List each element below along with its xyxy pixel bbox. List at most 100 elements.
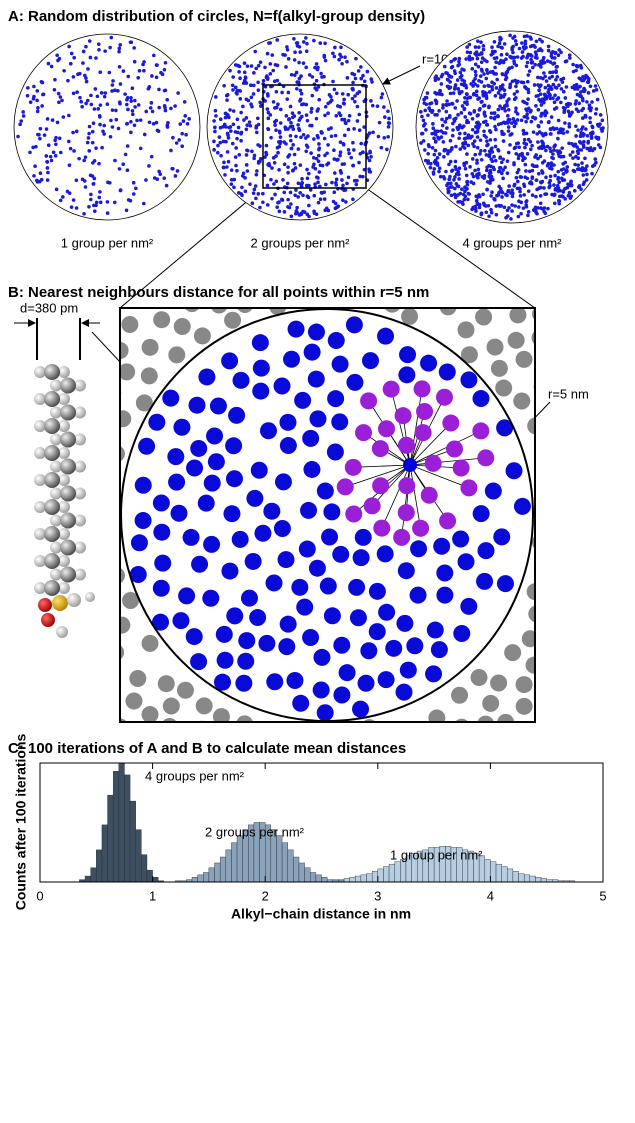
dot [528,69,532,73]
dot [89,56,93,60]
point [495,380,512,397]
dot [148,120,152,124]
dot [516,180,520,184]
dot [19,119,23,123]
dot [387,117,391,121]
dot [354,57,358,61]
dot [531,66,535,70]
dot [267,117,271,121]
dot [341,92,345,96]
dot [353,179,357,183]
dot [480,60,484,64]
dot [383,115,387,119]
dot [465,45,469,49]
dot [281,53,285,57]
dot [219,117,223,121]
point [237,653,254,670]
point [135,512,152,529]
dot [557,119,561,123]
dot [339,140,343,144]
dot [163,104,167,108]
dot [476,176,480,180]
dot [343,55,347,59]
dot [585,164,589,168]
dot [522,115,526,119]
point [260,422,277,439]
point [172,612,189,629]
dot [434,149,438,153]
dot [525,112,529,116]
dot [522,156,526,160]
dot [356,105,360,109]
dot [451,128,455,132]
point [258,635,275,652]
dot [237,153,241,157]
dot [565,85,569,89]
dot [226,132,230,136]
dot [139,118,143,122]
dot [313,66,317,70]
dot [150,74,154,78]
dot [601,119,605,123]
dot [252,157,256,161]
dot [535,39,539,43]
dot [342,102,346,106]
point [401,308,418,325]
dot [547,84,551,88]
dot [490,190,494,194]
dot [488,129,492,133]
dot [529,147,533,151]
dot [456,78,460,82]
dot [223,123,227,127]
dot [447,191,451,195]
point [514,498,531,515]
dot [516,118,520,122]
dot [487,155,491,159]
point [142,635,159,652]
dot [293,162,297,166]
dot [281,178,285,182]
dot [471,157,475,161]
dot [263,99,267,103]
dot [331,80,335,84]
dot [563,121,567,125]
dot [559,101,563,105]
dot [234,164,238,168]
point [378,420,395,437]
dot [486,143,490,147]
dot [171,167,175,171]
dot [515,43,519,47]
dot [186,122,190,126]
dot [26,94,30,98]
dot [35,89,39,93]
dot [548,71,552,75]
dot [555,149,559,153]
dot [482,72,486,76]
point [364,497,381,514]
dot [534,153,538,157]
dot [480,69,484,73]
dot [574,86,578,90]
dot [534,56,538,60]
point [278,551,295,568]
point [406,637,423,654]
dot [525,132,529,136]
dot [514,122,518,126]
dot [514,106,518,110]
dot [305,213,309,217]
point [163,698,180,715]
dot [155,75,159,79]
dot [466,198,470,202]
dot [286,198,290,202]
dot [32,95,36,99]
dot [476,130,480,134]
dot [271,69,275,73]
dot [158,172,162,176]
dot [69,147,73,151]
dot [426,91,430,95]
dot [424,128,428,132]
dot [581,173,585,177]
dot [267,162,271,166]
dot [295,41,299,45]
dot [304,66,308,70]
